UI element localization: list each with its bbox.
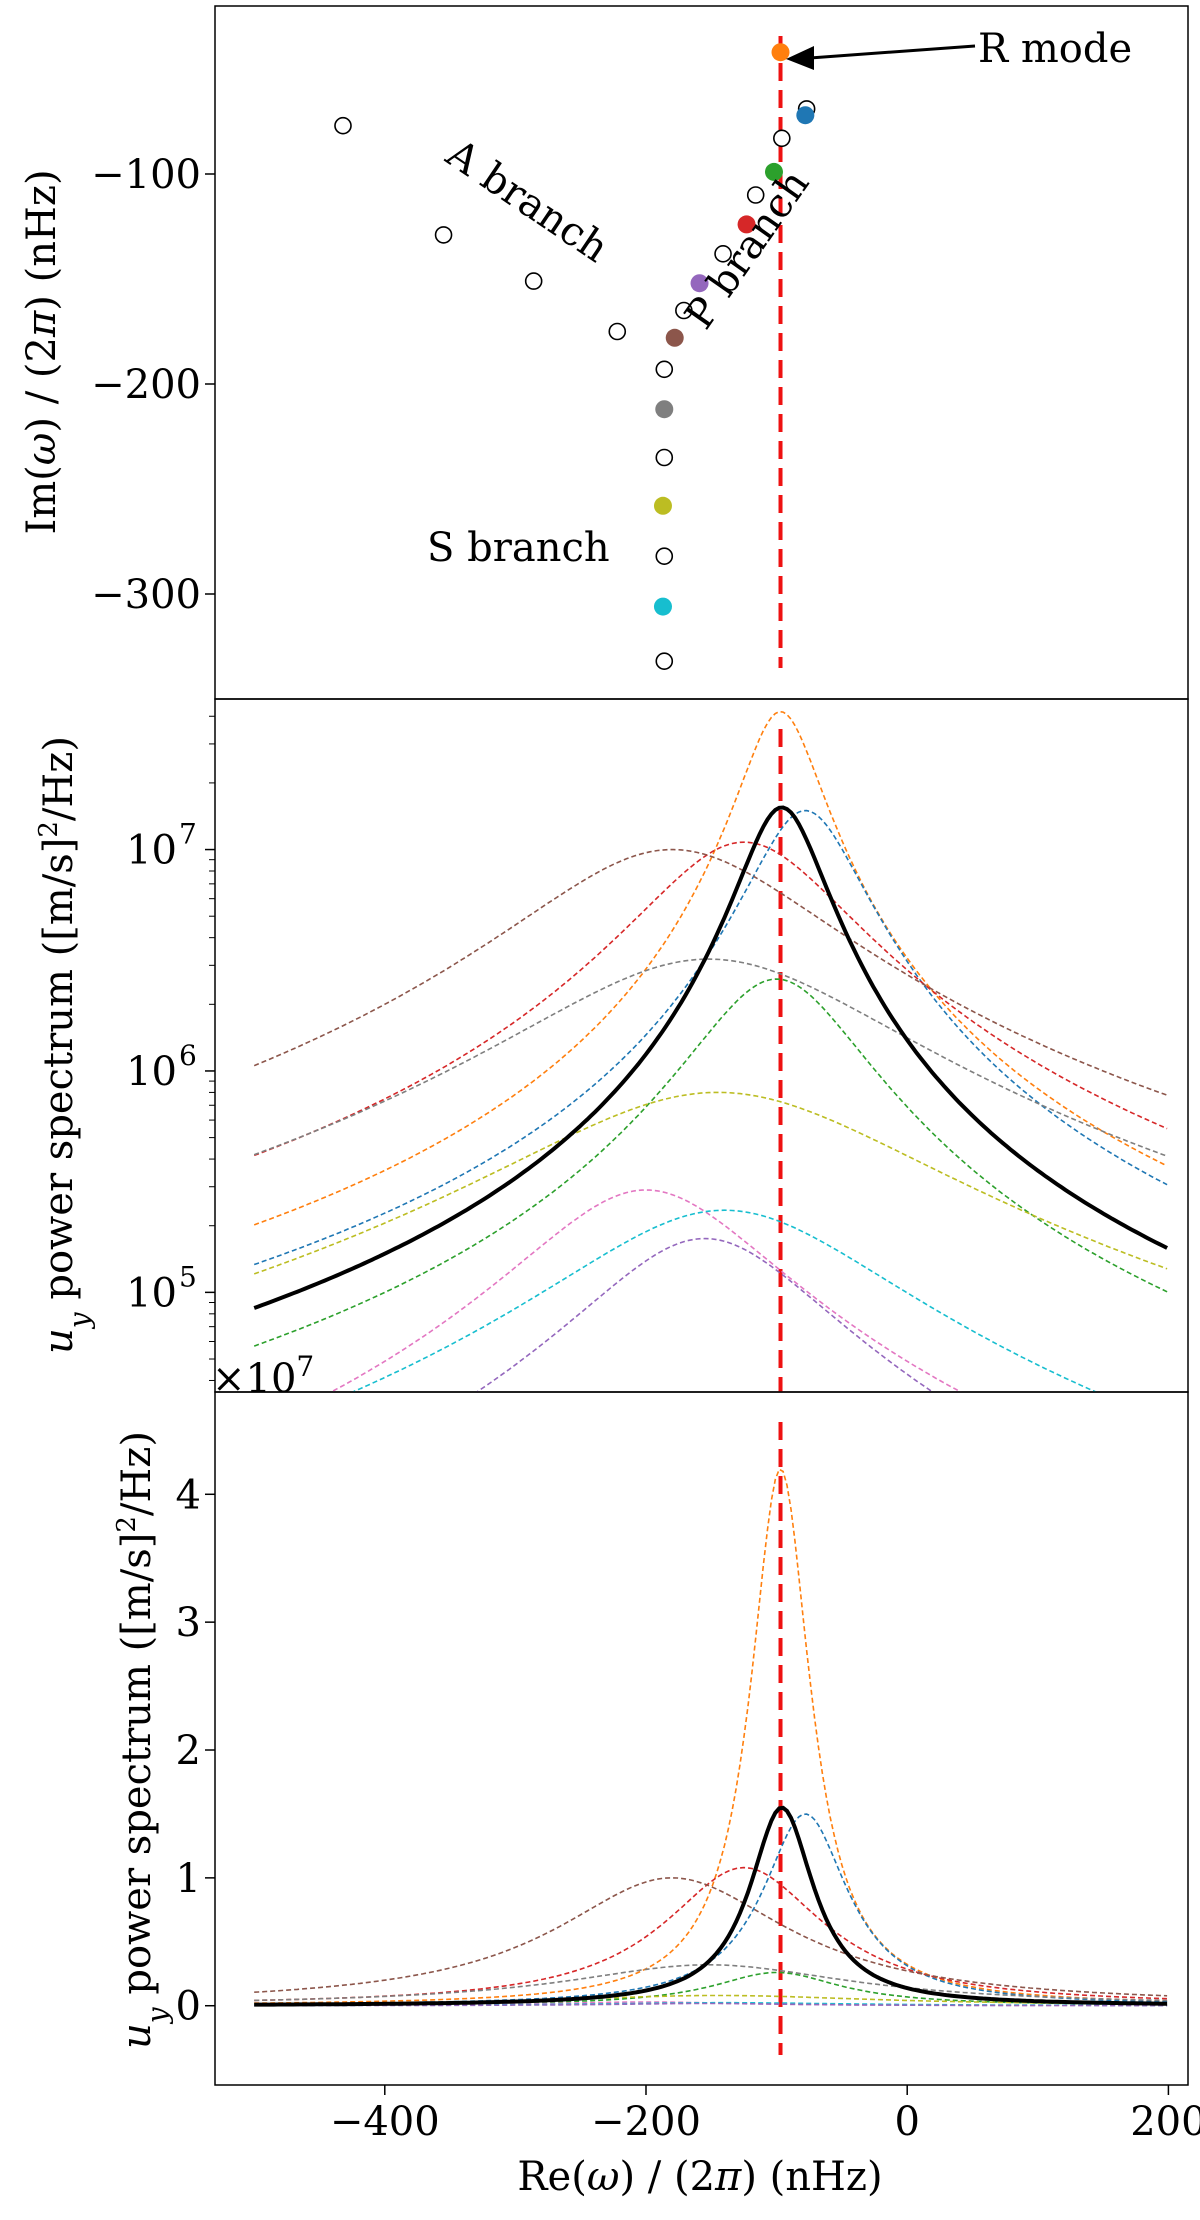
r-mode-arrow — [786, 44, 976, 70]
ytick-exponent: 5 — [179, 1260, 197, 1293]
xtick-label: −200 — [591, 2099, 701, 2145]
a-branch-label: A branch — [437, 130, 616, 272]
panel-linear-spectrum-frame — [214, 1391, 1189, 2086]
mode-spectrum-line — [253, 1091, 1168, 1275]
panel-eigenvalues-marks — [334, 36, 816, 671]
open-eigenvalue-point — [608, 322, 627, 341]
xtick-label: 200 — [1130, 2099, 1200, 2145]
open-eigenvalue-point — [773, 129, 791, 148]
panel-eigenvalues: −100 −200 −300 Im(ω) / (2π) (nHz) A branch… — [19, 5, 1189, 700]
ytick-exponent: 7 — [179, 818, 197, 851]
open-eigenvalue-point — [655, 652, 674, 671]
filled-eigenvalue-point — [655, 400, 674, 419]
offset-label: ×107 — [212, 1350, 314, 1403]
filled-eigenvalue-point — [653, 496, 672, 515]
mode-spectrum-line — [253, 848, 1168, 1096]
open-eigenvalue-point — [655, 547, 674, 566]
panel-linear-spectrum: 0 1 2 3 4 uy power spectrum ([m/s]2/Hz) −400… — [112, 1391, 1200, 2200]
mode-spectrum-line — [254, 1866, 1168, 2002]
p-branch-label: P branch — [676, 162, 818, 338]
mode-spectrum-line — [253, 841, 1168, 1157]
panel-linear-spectrum-yticks: 0 1 2 3 4 — [176, 1472, 215, 2030]
log-spectrum-curves — [253, 710, 1169, 1392]
ytick-label: 3 — [176, 1600, 201, 1646]
panel-eigenvalues-yticks: −100 −200 −300 — [91, 152, 215, 618]
open-eigenvalue-point — [655, 360, 674, 379]
xtick-label: −400 — [330, 2099, 440, 2145]
ytick-label: −100 — [91, 152, 201, 198]
panel-log-spectrum-marks — [253, 710, 1169, 1392]
panel-log-spectrum-frame — [214, 698, 1189, 1393]
mode-spectrum-line — [350, 1209, 1098, 1392]
mode-spectrum-line — [253, 958, 1168, 1157]
panel-eigenvalues-ylabel: Im(ω) / (2π) (nHz) — [19, 169, 65, 534]
xtick-label: 0 — [894, 2099, 919, 2145]
x-axis-ticks: −400 −200 0 200 — [330, 2085, 1200, 2145]
ytick-label: 0 — [176, 1984, 201, 2030]
filled-eigenvalue-point — [737, 215, 756, 234]
linear-spectrum-curves — [254, 1468, 1168, 2007]
ytick-label: −300 — [91, 572, 201, 618]
mode-spectrum-line — [254, 1877, 1168, 1997]
filled-eigenvalue-point — [764, 162, 783, 181]
mode-spectrum-line — [253, 710, 1168, 1226]
filled-eigenvalue-point — [665, 328, 684, 347]
panel-eigenvalues-frame — [214, 5, 1189, 700]
x-axis-label: Re(ω) / (2π) (nHz) — [517, 2154, 882, 2200]
mode-spectrum-line — [254, 1964, 1168, 2002]
filled-eigenvalue-point — [653, 597, 672, 616]
panel-linear-spectrum-marks — [254, 1422, 1168, 2055]
mode-spectrum-line — [254, 1468, 1168, 2004]
r-mode-label: R mode — [978, 26, 1132, 72]
open-eigenvalue-point — [655, 448, 674, 467]
ytick-label: 2 — [176, 1728, 201, 1774]
panel-linear-spectrum-ylabel: uy power spectrum ([m/s]2/Hz) — [112, 1431, 174, 2049]
ytick-label: 4 — [176, 1472, 201, 1518]
mode-spectrum-line — [329, 1189, 963, 1392]
s-branch-label: S branch — [427, 525, 610, 571]
ytick-label: 1 — [176, 1856, 201, 1902]
filled-eigenvalue-point — [690, 274, 709, 293]
filled-eigenvalue-point — [771, 43, 790, 62]
ytick-label: 10 — [126, 1049, 177, 1095]
open-eigenvalue-point — [714, 245, 732, 263]
open-eigenvalue-point — [746, 186, 765, 204]
ytick-label: −200 — [91, 362, 201, 408]
open-eigenvalue-point — [524, 272, 543, 290]
ytick-label: 10 — [126, 828, 177, 874]
total-spectrum-line — [253, 805, 1169, 1310]
filled-eigenvalue-point — [796, 106, 815, 125]
mode-spectrum-line — [253, 978, 1168, 1347]
open-eigenvalue-point — [675, 301, 693, 320]
total-spectrum-line — [254, 1805, 1168, 2007]
mode-spectrum-line — [253, 809, 1168, 1266]
panel-log-spectrum-ylabel: uy power spectrum ([m/s]2/Hz) — [34, 736, 96, 1354]
open-eigenvalue-point — [334, 116, 352, 135]
ytick-exponent: 6 — [179, 1039, 197, 1072]
open-eigenvalue-point — [434, 226, 453, 244]
ytick-label: 10 — [126, 1270, 177, 1316]
mode-spectrum-line — [254, 1813, 1168, 2005]
